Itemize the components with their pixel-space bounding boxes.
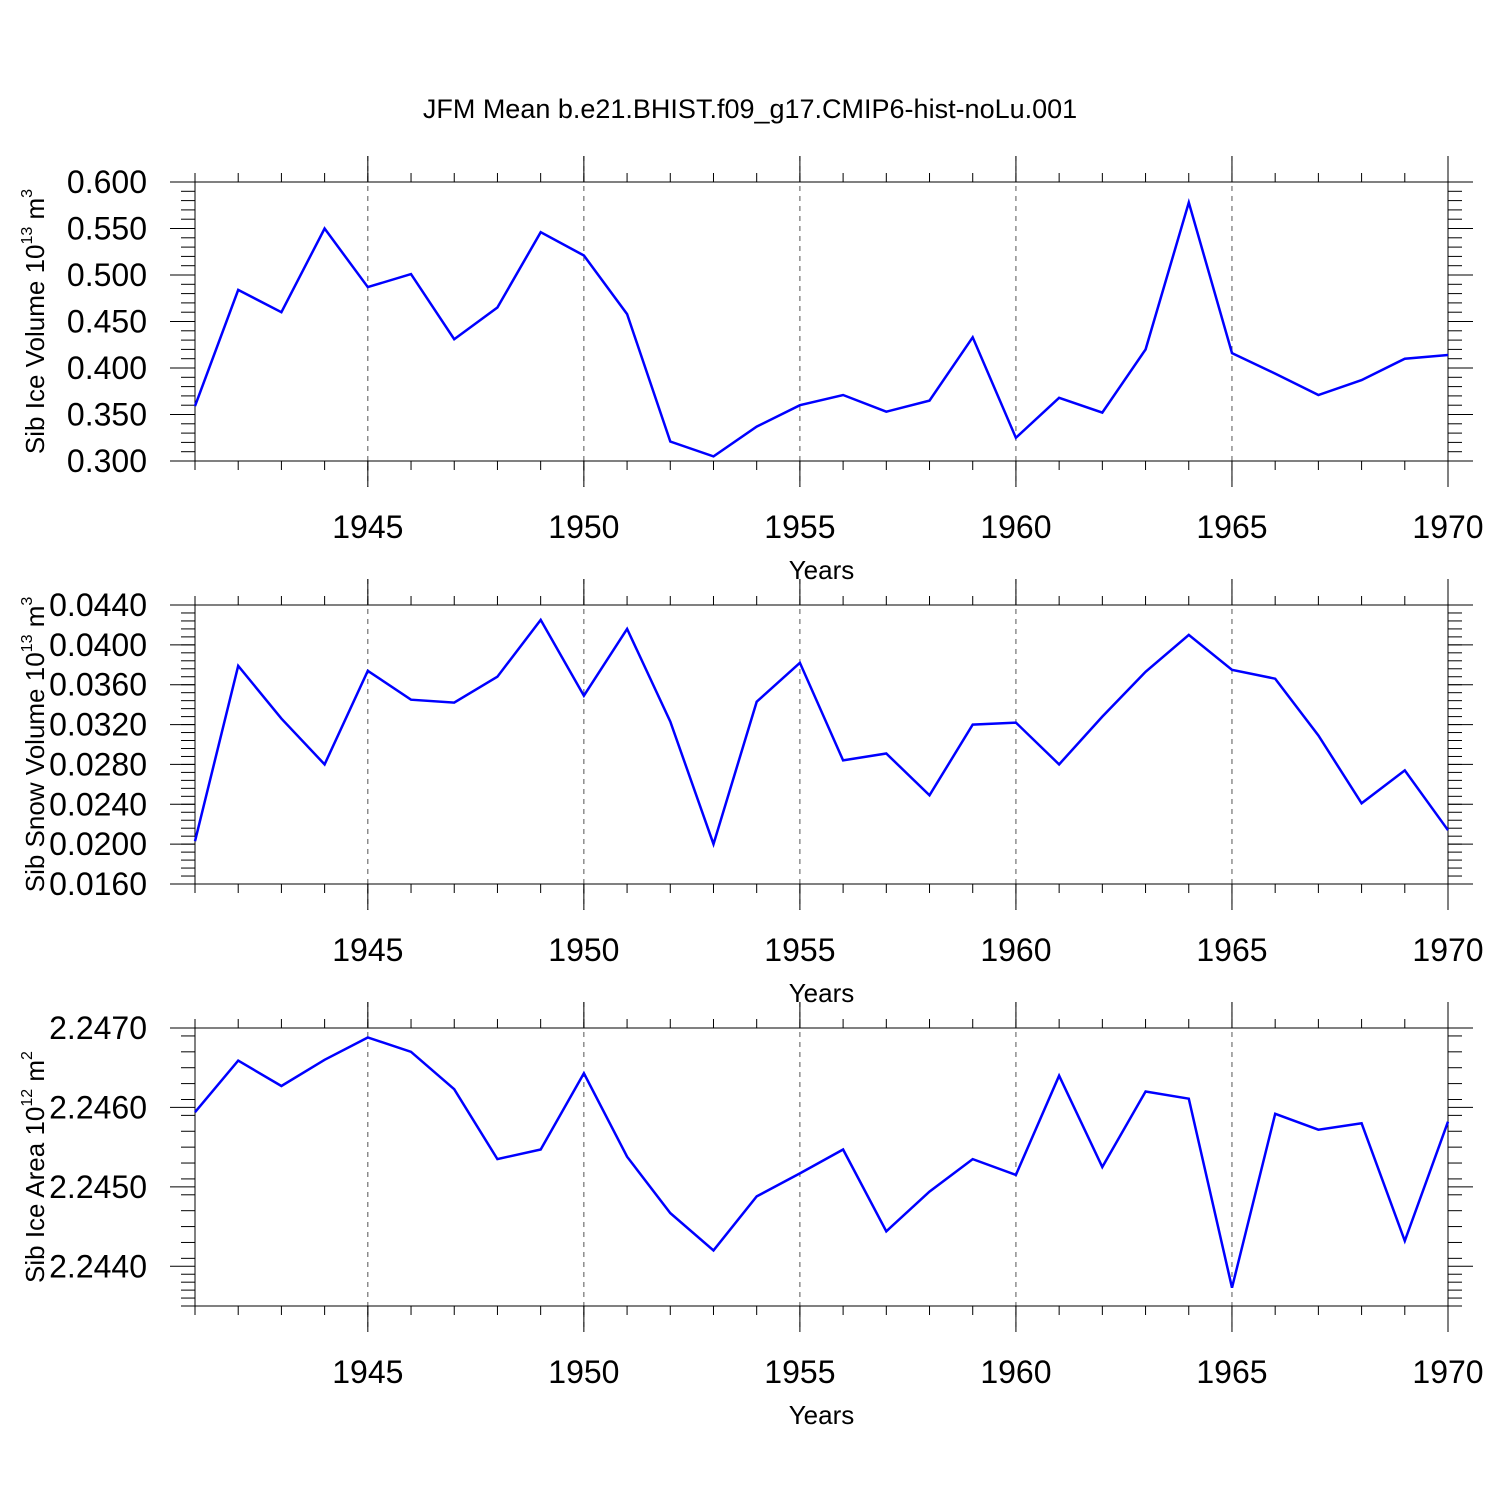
snow-volume-y-axis-label: Sib Snow Volume 1013 m3 bbox=[19, 597, 50, 893]
ice-volume-series-line bbox=[193, 198, 1449, 458]
ice-area-x-tick-label: 1950 bbox=[548, 1354, 619, 1390]
ice-volume-y-tick-label: 0.600 bbox=[67, 164, 147, 200]
snow-volume-gridlines bbox=[367, 579, 1233, 910]
ice-volume-plot-frame bbox=[194, 181, 1449, 462]
ice-volume-x-tick-label: 1950 bbox=[548, 509, 619, 545]
snow-volume-x-tick-label: 1970 bbox=[1412, 932, 1483, 968]
ice-area-y-tick-label: 2.2440 bbox=[49, 1248, 147, 1284]
ice-volume-x-tick-label: 1945 bbox=[332, 509, 403, 545]
ice-area-y-tick-label: 2.2470 bbox=[49, 1010, 147, 1046]
snow-volume-x-axis-label: Years bbox=[789, 978, 855, 1008]
ice-area-y-label-unit-exponent: 2 bbox=[19, 1051, 36, 1060]
snow-volume-y-label-unit-exponent: 3 bbox=[19, 597, 36, 606]
snow-volume-y-tick-label: 0.0360 bbox=[49, 667, 147, 703]
snow-volume-y-tick-label: 0.0200 bbox=[49, 826, 147, 862]
ice-volume-gridlines bbox=[367, 156, 1233, 487]
ice-area-y-label-unit: m bbox=[20, 1060, 50, 1089]
ice-volume-y-tick-label: 0.500 bbox=[67, 257, 147, 293]
ice-volume-panel: 0.300 0.350 0.400 0.450 0.500 0.550 0.600 1945… bbox=[19, 156, 1484, 585]
ice-volume-x-tick-label: 1955 bbox=[764, 509, 835, 545]
ice-area-minor-ticks bbox=[181, 1019, 1462, 1315]
snow-volume-y-tick-label: 0.0280 bbox=[49, 746, 147, 782]
ice-volume-y-tick-label: 0.400 bbox=[67, 350, 147, 386]
snow-volume-minor-ticks bbox=[181, 596, 1462, 893]
snow-volume-y-tick-label: 0.0440 bbox=[49, 587, 147, 623]
ice-area-x-ticks: 1945 1950 1955 1960 1965 1970 bbox=[332, 1002, 1484, 1390]
ice-volume-y-ticks: 0.300 0.350 0.400 0.450 0.500 0.550 0.600 bbox=[67, 164, 1473, 479]
ice-area-gridlines bbox=[367, 1002, 1233, 1332]
snow-volume-x-tick-label: 1955 bbox=[764, 932, 835, 968]
ice-volume-y-label-text: Sib Ice Volume 10 bbox=[20, 245, 50, 455]
ice-area-x-axis-label: Years bbox=[789, 1400, 855, 1430]
ice-volume-y-label-unit: m bbox=[20, 198, 50, 227]
ice-area-x-tick-label: 1960 bbox=[980, 1354, 1051, 1390]
ice-volume-y-tick-label: 0.450 bbox=[67, 304, 147, 340]
ice-volume-y-tick-label: 0.550 bbox=[67, 211, 147, 247]
ice-area-x-tick-label: 1955 bbox=[764, 1354, 835, 1390]
ice-volume-x-tick-label: 1960 bbox=[980, 509, 1051, 545]
ice-area-panel: 2.2440 2.2450 2.2460 2.2470 1945 1950 1955 196… bbox=[19, 1002, 1484, 1430]
ice-volume-y-tick-label: 0.300 bbox=[67, 443, 147, 479]
ice-area-plot-frame bbox=[194, 1027, 1449, 1307]
ice-area-series-line bbox=[194, 1036, 1450, 1289]
ice-volume-y-axis-label: Sib Ice Volume 1013 m3 bbox=[19, 189, 50, 454]
snow-volume-plot-frame bbox=[194, 604, 1449, 885]
snow-volume-y-label-text: Sib Snow Volume 10 bbox=[20, 652, 50, 892]
chart-title: JFM Mean b.e21.BHIST.f09_g17.CMIP6-hist-… bbox=[423, 94, 1077, 124]
ice-volume-y-label-exponent: 13 bbox=[19, 227, 36, 245]
snow-volume-y-tick-label: 0.0240 bbox=[49, 786, 147, 822]
snow-volume-y-tick-label: 0.0320 bbox=[49, 707, 147, 743]
snow-volume-x-tick-label: 1945 bbox=[332, 932, 403, 968]
ice-volume-minor-ticks bbox=[181, 173, 1462, 470]
snow-volume-x-tick-label: 1965 bbox=[1196, 932, 1267, 968]
ice-area-x-tick-label: 1965 bbox=[1196, 1354, 1267, 1390]
snow-volume-y-tick-label: 0.0400 bbox=[49, 627, 147, 663]
ice-area-y-tick-label: 2.2450 bbox=[49, 1169, 147, 1205]
ice-volume-x-tick-label: 1965 bbox=[1196, 509, 1267, 545]
ice-area-y-tick-label: 2.2460 bbox=[49, 1089, 147, 1125]
ice-volume-y-label-unit-exponent: 3 bbox=[19, 189, 36, 198]
snow-volume-y-label-unit: m bbox=[20, 606, 50, 635]
snow-volume-y-tick-label: 0.0160 bbox=[49, 866, 147, 902]
snow-volume-x-tick-label: 1950 bbox=[548, 932, 619, 968]
ice-area-y-label-text: Sib Ice Area 10 bbox=[20, 1107, 50, 1283]
snow-volume-y-label-exponent: 13 bbox=[19, 634, 36, 652]
ice-area-y-axis-label: Sib Ice Area 1012 m2 bbox=[19, 1051, 50, 1283]
ice-area-x-tick-label: 1970 bbox=[1412, 1354, 1483, 1390]
snow-volume-x-tick-label: 1960 bbox=[980, 932, 1051, 968]
ice-volume-x-axis-label: Years bbox=[789, 555, 855, 585]
ice-volume-x-tick-label: 1970 bbox=[1412, 509, 1483, 545]
ice-area-x-tick-label: 1945 bbox=[332, 1354, 403, 1390]
snow-volume-x-ticks: 1945 1950 1955 1960 1965 1970 bbox=[332, 579, 1484, 968]
ice-volume-x-ticks: 1945 1950 1955 1960 1965 1970 bbox=[332, 156, 1484, 545]
ice-area-y-ticks: 2.2440 2.2450 2.2460 2.2470 bbox=[49, 1010, 1473, 1284]
ice-area-y-label-exponent: 12 bbox=[19, 1089, 36, 1107]
snow-volume-series-line bbox=[193, 617, 1450, 849]
ice-volume-y-tick-label: 0.350 bbox=[67, 397, 147, 433]
